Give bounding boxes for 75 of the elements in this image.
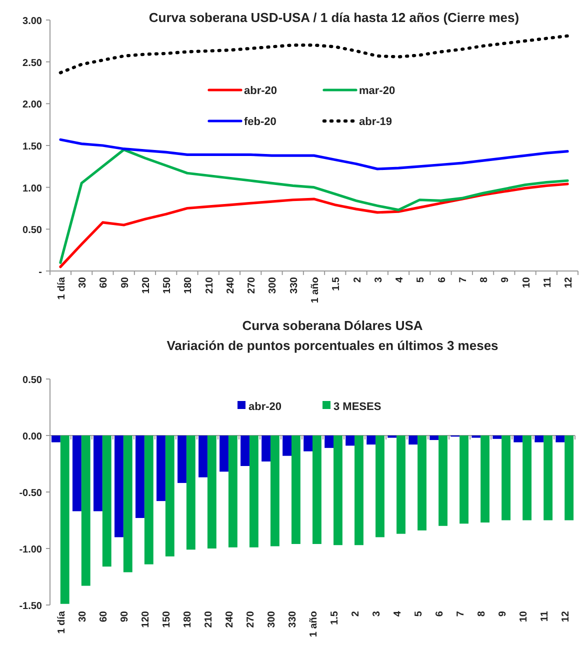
legend-label: abr-20 — [248, 401, 282, 413]
chart-title: Curva soberana USD-USA / 1 día hasta 12 años (Cierre mes) — [148, 10, 520, 25]
y-tick-label: 0.50 — [22, 225, 42, 236]
x-tick-label: 1 año — [310, 277, 321, 304]
x-tick-label: 60 — [98, 276, 110, 288]
line-series — [59, 182, 569, 268]
y-tick-label: 0.50 — [22, 375, 42, 386]
x-tick-label: 12 — [564, 276, 575, 288]
x-tick-label: 150 — [161, 610, 172, 628]
y-tick-label: -1.50 — [19, 601, 42, 612]
x-tick-label: 300 — [266, 610, 278, 628]
x-tick-label: 8 — [479, 276, 490, 283]
y-tick-label: 1.00 — [22, 183, 42, 194]
line-series — [59, 138, 569, 170]
x-tick-label: 7 — [458, 276, 469, 283]
y-tick-label: -1.00 — [19, 544, 42, 556]
x-tick-label: 120 — [140, 610, 152, 628]
y-tick-label: -0.50 — [19, 488, 42, 499]
x-tick-label: 10 — [518, 610, 530, 622]
legend-label: mar-20 — [359, 85, 396, 97]
x-tick-label: 240 — [224, 610, 236, 628]
x-tick-label: 1 día — [56, 276, 68, 300]
x-tick-label: 60 — [98, 610, 110, 622]
chart-title: Curva soberana Dólares USA — [242, 318, 424, 333]
legend-label: feb-20 — [244, 116, 276, 128]
y-tick-label: 1.50 — [22, 142, 42, 152]
x-tick-label: 210 — [203, 610, 214, 628]
x-tick-label: 30 — [77, 610, 88, 622]
x-tick-label: 270 — [245, 610, 256, 628]
x-tick-label: 150 — [162, 276, 174, 294]
x-tick-label: 180 — [182, 610, 194, 628]
x-tick-label: 6 — [434, 610, 446, 617]
x-tick-label: 9 — [498, 610, 509, 617]
x-tick-label: 90 — [119, 610, 130, 622]
x-tick-label: 330 — [288, 276, 300, 294]
y-tick-label: 3.00 — [22, 16, 42, 27]
chart-subtitle: Variación de puntos porcentuales en últimos 3 meses — [166, 338, 498, 353]
x-tick-label: 180 — [183, 276, 194, 294]
x-tick-label: 90 — [120, 276, 131, 288]
x-tick-label: 7 — [456, 610, 467, 617]
x-tick-label: 9 — [500, 276, 512, 283]
x-tick-label: 1.5 — [330, 610, 341, 625]
x-tick-label: 5 — [416, 276, 427, 283]
x-tick-label: 210 — [204, 276, 216, 294]
x-tick-label: 2 — [352, 276, 364, 283]
x-tick-label: 300 — [268, 276, 279, 294]
x-tick-label: 330 — [287, 610, 298, 628]
x-tick-label: 12 — [560, 610, 572, 622]
x-tick-label: 10 — [521, 276, 532, 288]
legend-label: abr-19 — [359, 116, 392, 128]
x-tick-label: 3 — [372, 610, 383, 617]
x-tick-label: 2 — [350, 610, 362, 617]
x-tick-label: 1.5 — [331, 276, 342, 291]
x-tick-label: 4 — [394, 276, 406, 283]
line-series — [59, 148, 569, 264]
x-tick-label: 11 — [540, 610, 551, 622]
line-series — [58, 34, 570, 74]
y-tick-label: - — [38, 267, 42, 278]
y-tick-label: 0.00 — [22, 432, 42, 442]
x-tick-label: 1 año — [308, 611, 320, 638]
legend-label: 3 MESES — [334, 401, 382, 413]
x-tick-label: 120 — [140, 276, 152, 294]
x-tick-label: 11 — [542, 276, 554, 288]
x-tick-label: 5 — [414, 610, 425, 617]
legend-label: abr-20 — [244, 85, 278, 97]
x-tick-label: 1 día — [56, 610, 68, 634]
y-tick-label: 2.50 — [22, 58, 42, 69]
x-tick-label: 4 — [392, 610, 404, 617]
x-tick-label: 8 — [476, 610, 488, 617]
x-tick-label: 240 — [225, 276, 236, 294]
x-tick-label: 3 — [373, 276, 384, 283]
y-tick-label: 2.00 — [22, 100, 42, 111]
x-tick-label: 30 — [78, 276, 89, 288]
x-tick-label: 270 — [246, 276, 258, 294]
x-tick-label: 6 — [436, 276, 448, 283]
